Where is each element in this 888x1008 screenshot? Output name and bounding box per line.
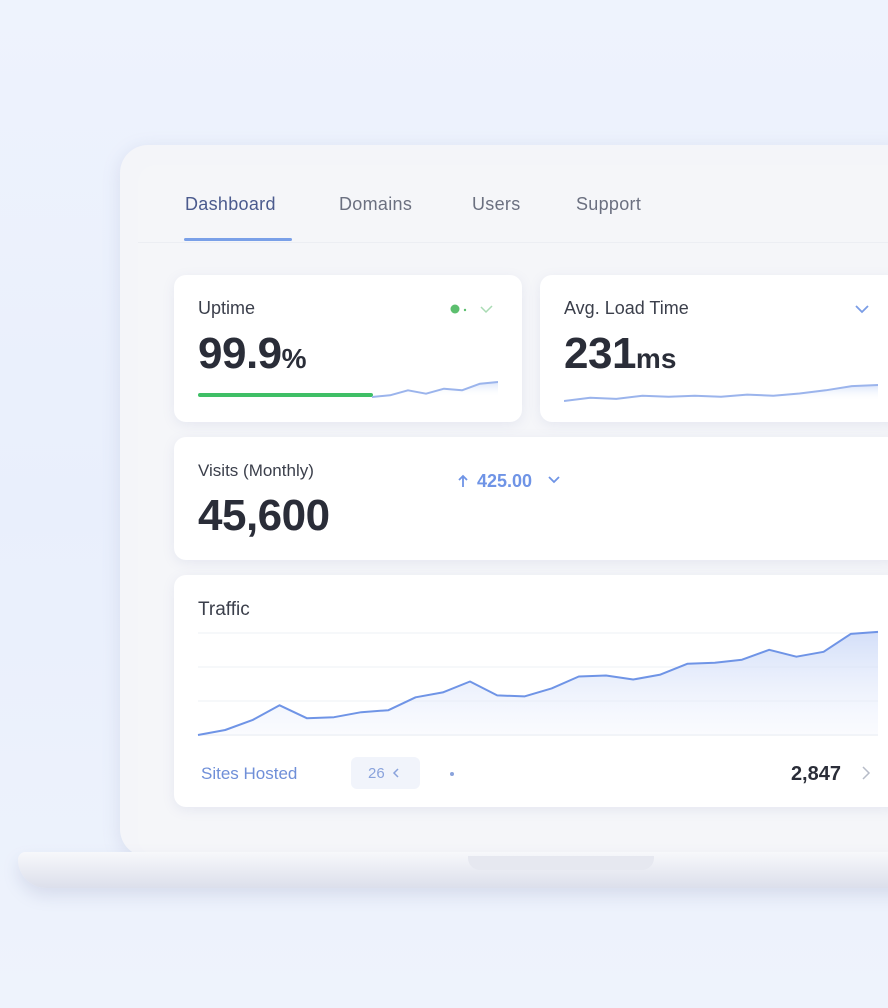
nav-tab[interactable]: Support: [576, 194, 642, 214]
load-time-card: Avg. Load Time 231ms: [540, 275, 888, 422]
area: [198, 631, 878, 735]
footer-total: 2,847: [791, 763, 841, 785]
visits-card: Visits (Monthly) 425.00 45,600: [174, 437, 888, 560]
metric: 231ms: [564, 329, 676, 379]
status-icon: [450, 304, 493, 314]
laptop-notch: [468, 856, 654, 870]
metric: 99.9%: [198, 329, 307, 379]
active-tab-indicator: [184, 238, 292, 241]
metric-value: 231: [564, 329, 636, 378]
area: [372, 382, 498, 397]
traffic-chart: Traffic Sites Hosted 26 2,847: [197, 599, 879, 789]
up-arrow-icon: [458, 474, 468, 487]
nav-tab[interactable]: Dashboard: [185, 194, 276, 214]
progress-bar: [198, 393, 373, 397]
chip-text: 26: [368, 765, 385, 782]
card-label: Avg. Load Time: [564, 298, 689, 318]
nav-tab[interactable]: Domains: [339, 194, 413, 214]
sparkline: [372, 381, 498, 398]
footer-label[interactable]: Sites Hosted: [201, 764, 297, 783]
card-label: Visits (Monthly): [198, 461, 314, 480]
metric-value: 45,600: [198, 491, 330, 540]
laptop-base: [18, 852, 888, 888]
dropdown-icon[interactable]: [854, 303, 872, 315]
sparkline: [564, 384, 878, 402]
line: [372, 381, 498, 398]
line: [197, 630, 879, 736]
next-icon[interactable]: [862, 766, 871, 780]
dot: [450, 772, 454, 776]
nav-tab[interactable]: Users: [472, 194, 521, 214]
uptime-card: Uptime 99.9%: [174, 275, 522, 422]
chip-icon: [392, 768, 399, 778]
card-label: Uptime: [198, 298, 256, 318]
chart-title: Traffic: [198, 599, 250, 620]
metric-value: 99.9: [198, 329, 282, 378]
area: [564, 385, 878, 401]
metric-unit: ms: [635, 343, 677, 374]
nav-divider: [138, 242, 888, 243]
chip[interactable]: [351, 757, 420, 789]
change-value: 425.00: [477, 471, 533, 491]
dropdown-icon[interactable]: [546, 474, 562, 486]
line: [564, 384, 878, 402]
metric-unit: %: [281, 343, 307, 374]
